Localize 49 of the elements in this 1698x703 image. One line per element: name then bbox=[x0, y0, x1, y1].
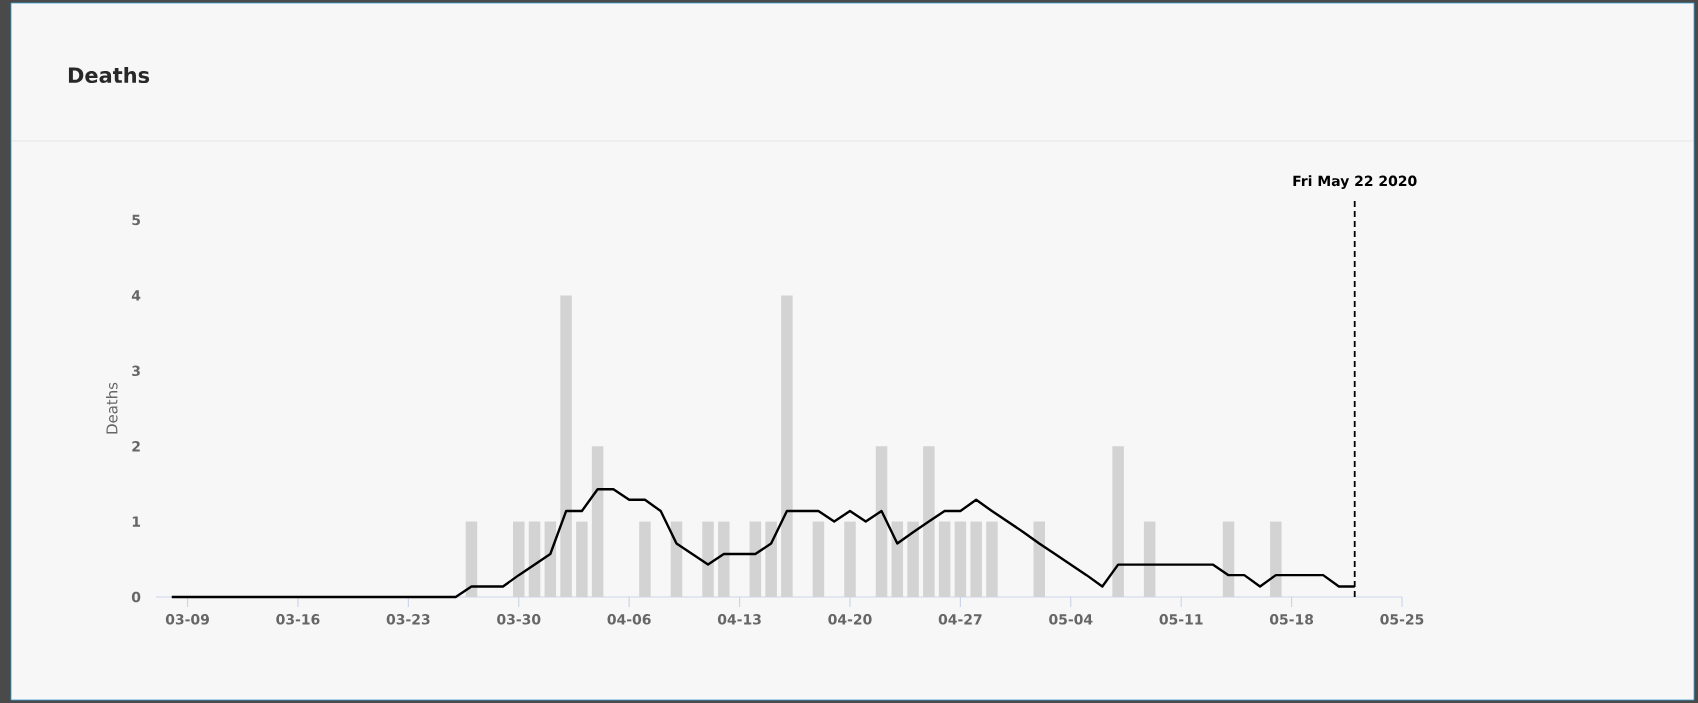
bar bbox=[718, 521, 730, 597]
x-tick-label: 03-30 bbox=[497, 614, 541, 625]
bar bbox=[812, 521, 825, 597]
bar bbox=[1222, 521, 1235, 597]
x-tick-label: 04-13 bbox=[717, 614, 761, 625]
x-tick-label: 05-11 bbox=[1159, 614, 1203, 625]
bar bbox=[591, 446, 604, 597]
bar bbox=[528, 521, 541, 597]
bar bbox=[970, 521, 982, 597]
bar bbox=[938, 521, 951, 597]
y-tick-label: 0 bbox=[131, 591, 141, 603]
bar bbox=[954, 521, 967, 597]
y-tick-label: 4 bbox=[131, 290, 141, 301]
bar bbox=[923, 446, 935, 597]
ref-line-label: Fri May 22 2020 bbox=[1293, 175, 1417, 189]
bar bbox=[513, 521, 525, 597]
bar bbox=[749, 521, 762, 597]
chart-title: Deaths bbox=[68, 66, 150, 84]
bar bbox=[891, 521, 904, 597]
x-tick-label: 03-16 bbox=[276, 614, 320, 625]
x-tick-label: 04-06 bbox=[607, 614, 651, 625]
bar bbox=[844, 521, 856, 597]
bar bbox=[560, 295, 572, 597]
bar bbox=[465, 521, 478, 597]
bar bbox=[1270, 521, 1282, 597]
bar bbox=[765, 521, 777, 597]
bar bbox=[907, 521, 919, 597]
y-tick-label: 5 bbox=[132, 214, 140, 226]
y-axis-title: Deaths bbox=[106, 382, 118, 434]
bar bbox=[639, 521, 651, 597]
x-tick-label: 05-18 bbox=[1269, 614, 1314, 625]
bar bbox=[1112, 446, 1124, 597]
y-tick-label: 2 bbox=[132, 441, 140, 452]
y-tick-label: 1 bbox=[132, 516, 141, 527]
bar bbox=[670, 521, 683, 597]
bar bbox=[576, 521, 588, 597]
x-tick-label: 03-23 bbox=[386, 614, 430, 625]
x-tick-label: 03-09 bbox=[165, 614, 209, 625]
x-tick-label: 05-04 bbox=[1049, 614, 1093, 625]
x-tick-label: 04-20 bbox=[828, 614, 872, 625]
bar bbox=[781, 295, 793, 597]
bar bbox=[1143, 521, 1156, 597]
y-tick-label: 3 bbox=[132, 365, 140, 377]
bar bbox=[1033, 521, 1046, 597]
bar bbox=[986, 521, 998, 597]
bar bbox=[875, 446, 888, 597]
bar bbox=[702, 521, 714, 597]
x-tick-label: 04-27 bbox=[938, 614, 982, 625]
x-tick-label: 05-25 bbox=[1380, 614, 1424, 625]
